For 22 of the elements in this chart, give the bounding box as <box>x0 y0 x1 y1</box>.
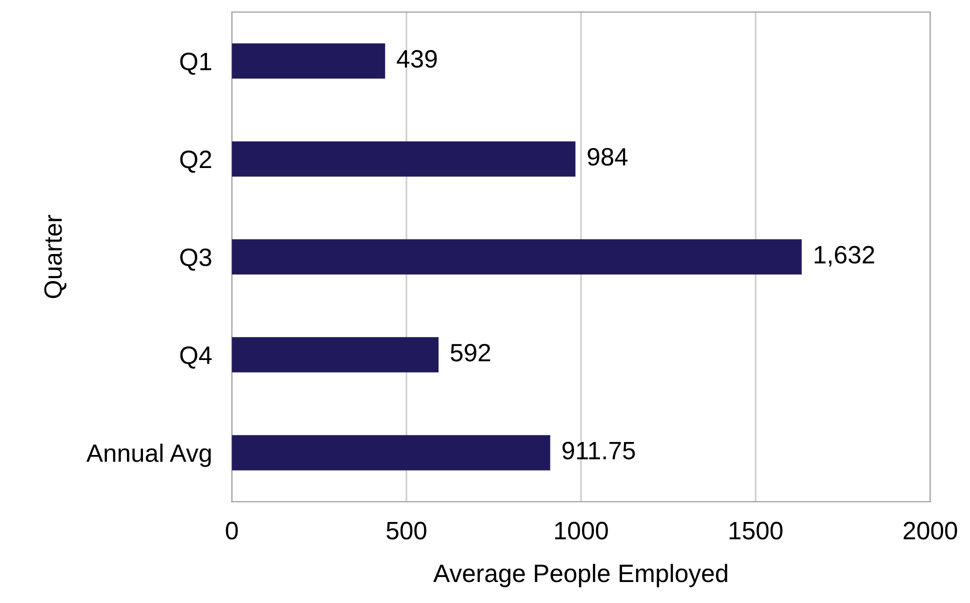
bar <box>232 141 576 177</box>
x-tick-label: 1000 <box>555 522 608 540</box>
y-tick-label: Q1 <box>180 52 212 75</box>
bar <box>232 337 439 372</box>
y-tick-label: Annual Avg <box>86 444 211 467</box>
x-tick-label: 0 <box>226 522 238 540</box>
data-label: 984 <box>588 148 628 166</box>
y-axis-title: Quarter <box>44 214 66 298</box>
y-tick-label: Q2 <box>180 150 212 173</box>
data-label: 1,632 <box>814 246 874 267</box>
y-tick-label: Q3 <box>180 248 212 271</box>
x-tick-label: 2000 <box>904 522 958 540</box>
y-tick-label: Q4 <box>180 346 212 369</box>
data-label: 911.75 <box>562 442 635 460</box>
bar <box>232 435 550 470</box>
x-tick-label: 1500 <box>730 522 782 540</box>
data-label: 439 <box>396 50 437 68</box>
x-tick-label: 500 <box>386 522 426 540</box>
bar <box>232 43 386 79</box>
data-label: 592 <box>450 344 490 362</box>
bar <box>232 239 802 275</box>
x-axis-title: Average People Employed <box>433 564 728 588</box>
